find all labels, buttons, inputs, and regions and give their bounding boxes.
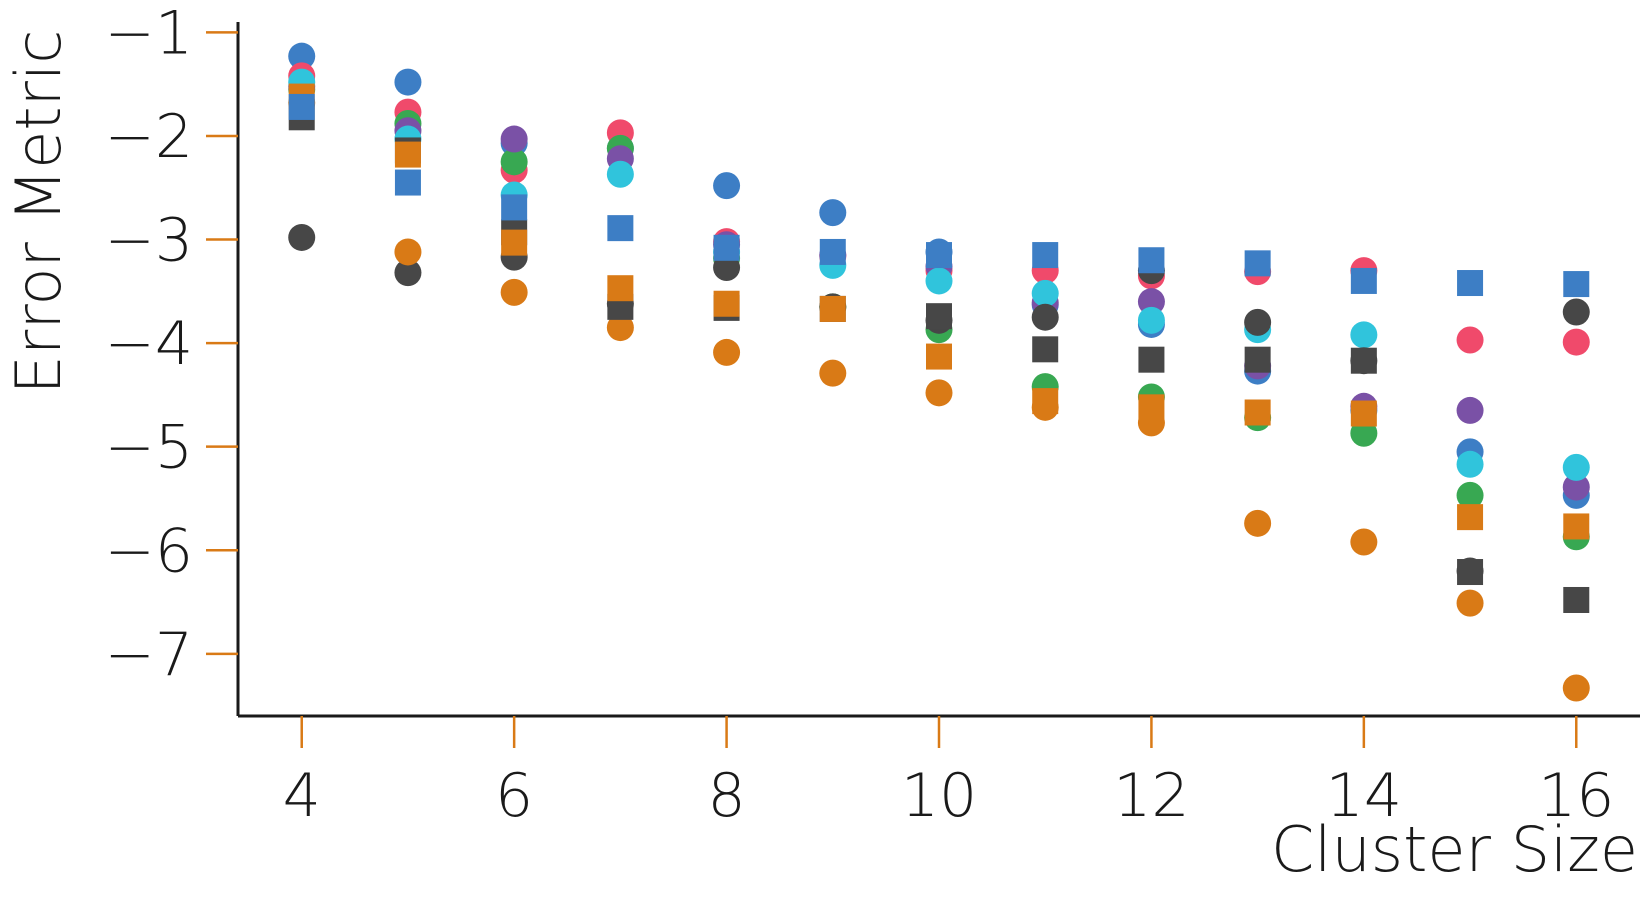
x-tick-label: 6: [495, 761, 533, 831]
data-point-square: [607, 275, 634, 302]
data-point-circle: [713, 172, 741, 200]
data-point-circle: [606, 314, 634, 342]
data-point-square: [1457, 559, 1484, 586]
data-point-square: [1244, 250, 1271, 277]
data-point-circle: [1456, 326, 1484, 354]
data-point-circle: [500, 278, 528, 306]
data-point-circle: [1562, 453, 1590, 481]
data-point-square: [1138, 346, 1165, 373]
data-point-square: [501, 194, 528, 221]
data-point-square: [288, 93, 315, 120]
data-point-circle: [288, 223, 316, 251]
data-point-square: [607, 215, 634, 242]
data-point-square: [1244, 346, 1271, 373]
data-point-square: [1563, 586, 1590, 613]
x-tick-label: 16: [1538, 761, 1614, 831]
ticks: 4 6 8 10 12 14 16 −1 −2 −3 −4 −5 −6 −7: [105, 0, 1615, 831]
data-point-square: [926, 343, 952, 370]
data-point-square: [713, 234, 740, 261]
y-tick-label: −7: [105, 620, 193, 690]
data-point-circle: [500, 125, 528, 153]
data-point-circle: [1456, 396, 1484, 424]
data-point-circle: [1350, 321, 1378, 349]
x-tick-label: 8: [707, 761, 745, 831]
data-point-square: [1457, 270, 1484, 297]
data-point-circle: [1562, 473, 1590, 501]
data-point-square: [1244, 399, 1271, 426]
data-point-square: [1138, 247, 1165, 274]
x-tick-label: 12: [1113, 761, 1189, 831]
data-point-circle: [1456, 589, 1484, 617]
data-point-square: [926, 303, 952, 330]
y-tick-label: −3: [105, 206, 193, 276]
y-axis-title: Error Metric: [2, 30, 75, 395]
data-point-circle: [394, 259, 422, 287]
x-tick-label: 14: [1326, 761, 1402, 831]
y-tick-label: −5: [105, 413, 193, 483]
data-point-square: [1350, 400, 1377, 427]
data-point-circle: [606, 160, 634, 188]
data-point-circle: [288, 42, 316, 70]
data-point-circle: [1456, 450, 1484, 478]
data-point-circle: [1562, 674, 1590, 702]
data-point-circle: [394, 238, 422, 266]
data-point-circle: [1137, 306, 1165, 334]
data-point-square: [501, 229, 528, 256]
data-point-circle: [1562, 298, 1590, 326]
data-point-square: [713, 290, 740, 317]
data-point-square: [1032, 388, 1059, 415]
x-axis-title: Cluster Size: [1271, 813, 1638, 886]
data-point-circle: [1031, 303, 1059, 331]
data-point-circle: [819, 359, 847, 387]
data-point-square: [1457, 504, 1484, 531]
data-point-circle: [1137, 288, 1165, 316]
data-point-square: [1032, 336, 1059, 363]
data-point-square: [394, 141, 421, 168]
data-point-square: [926, 242, 952, 269]
data-point-square: [394, 169, 421, 196]
data-point-square: [1350, 267, 1377, 294]
data-points: [288, 42, 1590, 702]
data-point-circle: [1456, 481, 1484, 509]
y-tick-label: −4: [105, 309, 193, 379]
data-point-square: [1350, 347, 1377, 374]
y-tick-label: −6: [105, 516, 193, 586]
data-point-square: [1138, 394, 1165, 421]
data-point-circle: [1350, 528, 1378, 556]
data-point-circle: [713, 338, 741, 366]
data-point-square: [1563, 271, 1590, 298]
data-point-circle: [819, 199, 847, 227]
data-point-square: [819, 295, 846, 322]
data-point-circle: [925, 267, 953, 295]
x-tick-label: 10: [901, 761, 977, 831]
y-tick-label: −2: [105, 102, 193, 172]
data-point-square: [1032, 242, 1059, 269]
data-point-circle: [500, 148, 528, 176]
data-point-circle: [394, 68, 422, 96]
data-point-square: [819, 238, 846, 265]
data-point-circle: [1031, 279, 1059, 307]
data-point-circle: [1244, 509, 1272, 537]
data-point-square: [1563, 513, 1590, 540]
data-point-circle: [1244, 308, 1272, 336]
data-point-circle: [925, 379, 953, 407]
x-tick-label: 4: [283, 761, 321, 831]
data-point-circle: [1562, 328, 1590, 356]
y-tick-label: −1: [105, 0, 193, 68]
